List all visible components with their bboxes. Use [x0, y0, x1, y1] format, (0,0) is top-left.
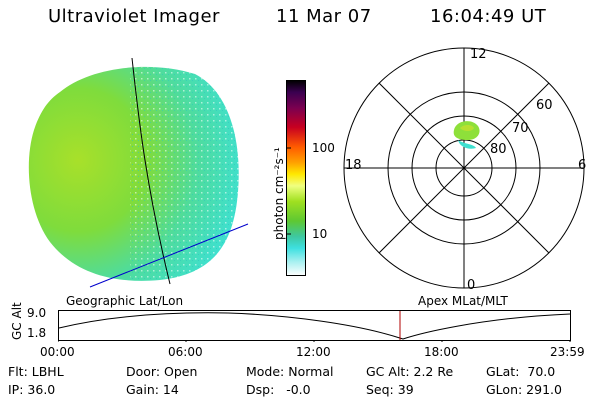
- time-tick-1800: 18:00: [424, 345, 459, 359]
- mlt-label-12: 12: [470, 47, 487, 62]
- info-ip: IP: 36.0: [8, 382, 56, 397]
- instrument-title: Ultraviolet Imager: [48, 6, 220, 27]
- time-tick-0600: 06:00: [168, 345, 203, 359]
- time-tick-2359: 23:59: [550, 345, 585, 359]
- colorbar-tick-10: 10: [312, 227, 328, 241]
- observation-time: 16:04:49 UT: [430, 6, 547, 27]
- info-filter: Flt: LBHL: [8, 364, 64, 379]
- mlt-label-0: 0: [467, 278, 476, 293]
- mlt-label-6: 6: [578, 158, 587, 173]
- meridian-line: [89, 223, 249, 288]
- info-door: Door: Open: [126, 364, 198, 379]
- polar-mlat-mlt-plot: [343, 47, 585, 289]
- altitude-ylabel: GC Alt: [10, 302, 24, 340]
- observation-date: 11 Mar 07: [276, 6, 372, 27]
- time-tick-0000: 00:00: [40, 345, 75, 359]
- info-seq: Seq: 39: [366, 382, 414, 397]
- info-glat: GLat: 70.0: [486, 364, 556, 379]
- info-glon: GLon: 291.0: [486, 382, 562, 397]
- left-panel-label: Geographic Lat/Lon: [66, 294, 184, 308]
- mlat-label-80: 80: [490, 142, 507, 157]
- aurora-region: [453, 121, 480, 149]
- info-gain: Gain: 14: [126, 382, 179, 397]
- colorbar: [286, 80, 306, 276]
- mlat-label-60: 60: [536, 98, 553, 113]
- info-dsp: Dsp: -0.0: [246, 382, 311, 397]
- info-mode: Mode: Normal: [246, 364, 334, 379]
- uvi-earth-image: [28, 57, 249, 288]
- altitude-ytick-bottom: 1.8: [27, 326, 47, 340]
- colorbar-unit-label: photon cm⁻²s⁻¹: [272, 147, 286, 240]
- info-gc-alt: GC Alt: 2.2 Re: [366, 364, 454, 379]
- time-tick-1200: 12:00: [296, 345, 331, 359]
- right-panel-label: Apex MLat/MLT: [418, 294, 508, 308]
- mlat-label-70: 70: [512, 121, 529, 136]
- altitude-ytick-top: 9.0: [27, 306, 47, 320]
- mlt-label-18: 18: [345, 158, 362, 173]
- altitude-timeline-plot: [58, 310, 571, 342]
- terminator-line: [131, 57, 171, 285]
- colorbar-tick-100: 100: [312, 141, 335, 155]
